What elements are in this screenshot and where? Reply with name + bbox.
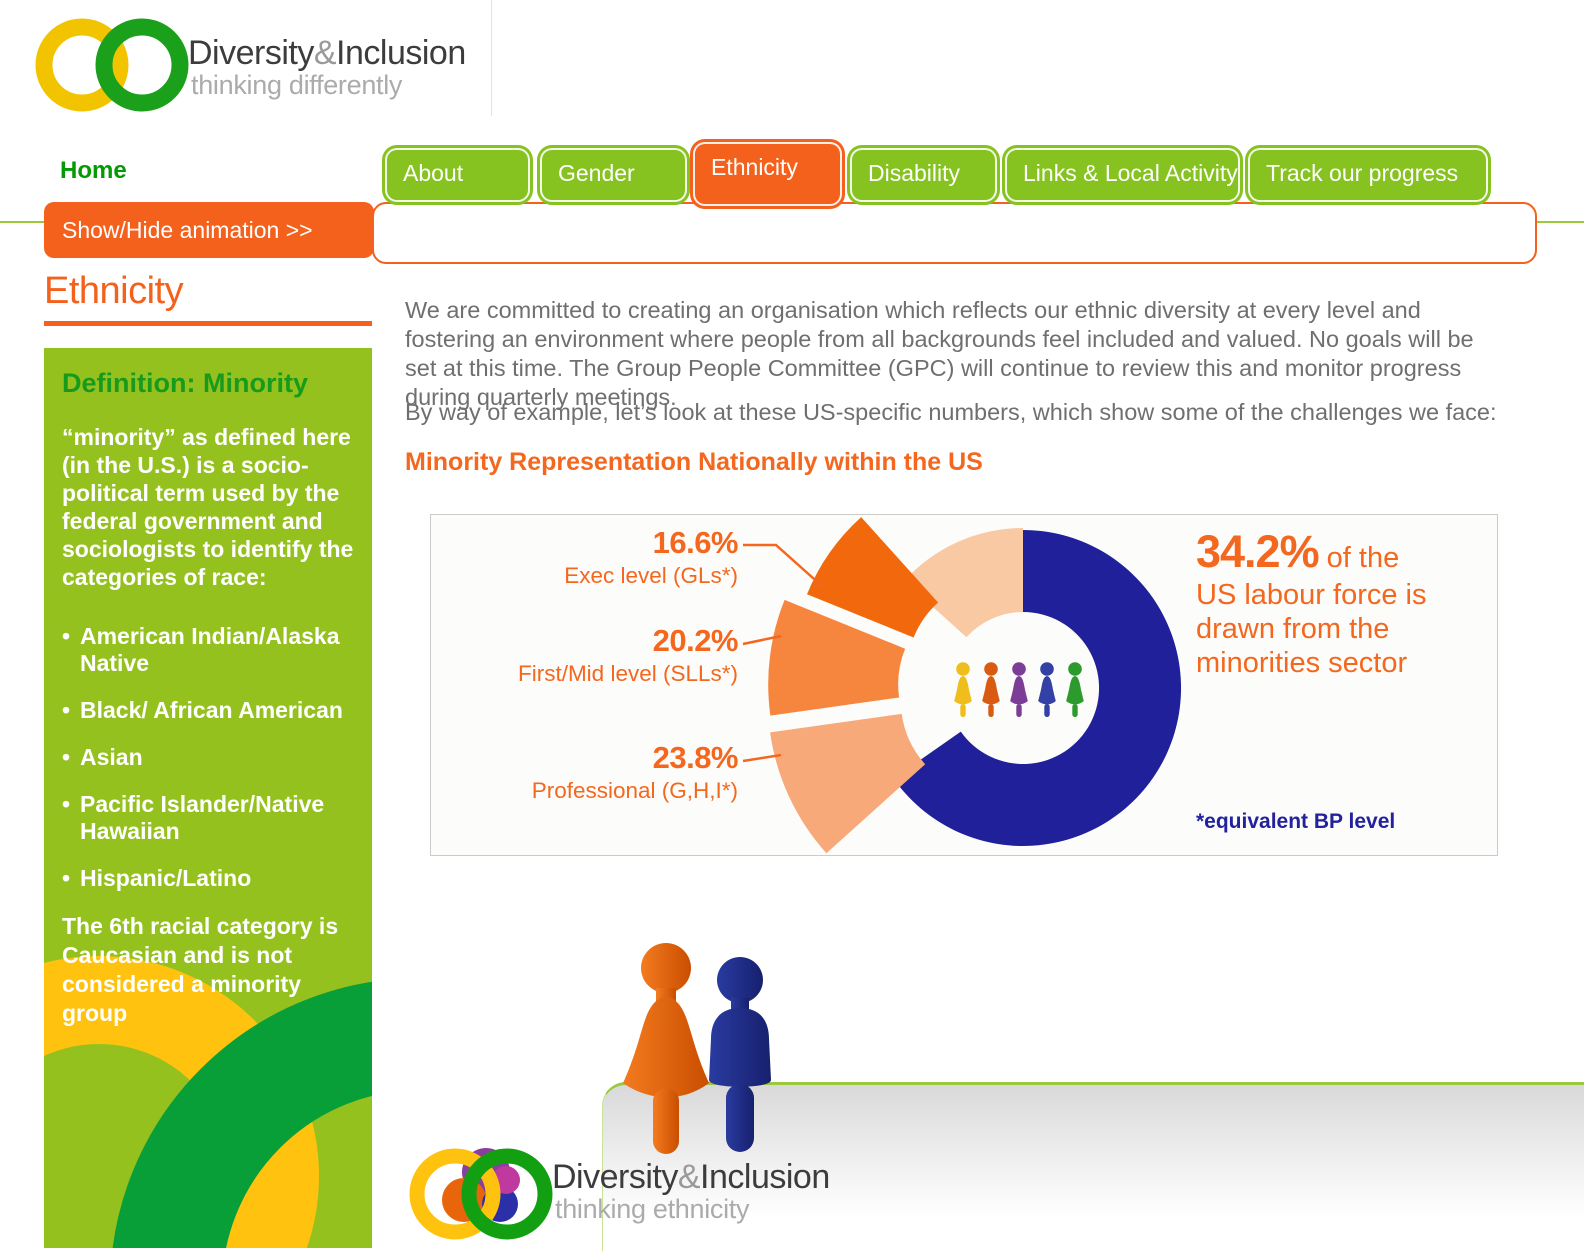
orange-person-figure: [623, 943, 709, 1154]
tab-ethnicity[interactable]: Ethnicity: [693, 142, 842, 206]
segment-minorities: [904, 528, 1023, 638]
page-title-underline: [44, 321, 372, 326]
person-icon-green: [1066, 662, 1084, 717]
logo-green-ring: [95, 18, 189, 112]
bullet-icon: •: [62, 697, 71, 723]
list-item: • Black/ African American: [62, 697, 343, 723]
definition-text: “minority” as defined here (in the U.S.)…: [62, 424, 354, 590]
example-paragraph: By way of example, let’s look at these U…: [405, 399, 1497, 425]
segment-exec-level: [807, 517, 939, 638]
footer-figures: [623, 943, 771, 1154]
list-item: • Asian: [62, 744, 143, 770]
person-icon-blue: [1038, 662, 1056, 717]
minority-representation-chart: [430, 514, 1498, 856]
footer-brand-wordmark: Diversity&Inclusion: [552, 1158, 830, 1196]
logo-yellow-ring: [35, 18, 129, 112]
bullet-icon: •: [62, 623, 71, 649]
page-title: Ethnicity: [44, 270, 184, 312]
bullet-icon: •: [62, 865, 71, 891]
nav-green-line-left: [0, 221, 44, 223]
header-divider: [491, 0, 492, 116]
donut-chart: [742, 517, 1182, 854]
bullet-icon: •: [62, 744, 71, 770]
chart-annotation: 34.2% of the US labour force is drawn fr…: [1196, 526, 1427, 679]
footer-brand-logo: [409, 1148, 553, 1240]
bullet-icon: •: [62, 791, 71, 817]
callout-professional: 23.8% Professional (G,H,I*): [531, 740, 739, 803]
logo-yellow-ring: [409, 1148, 501, 1240]
brand-wordmark: Diversity&Inclusion: [188, 34, 466, 72]
chart-footnote: *equivalent BP level: [1196, 810, 1396, 833]
brand-logo: [35, 18, 189, 112]
person-icon-orange: [982, 662, 1000, 717]
chart-heading: Minority Representation Nationally withi…: [405, 448, 983, 476]
tab-gender[interactable]: Gender: [540, 148, 687, 202]
callout-line-first-mid: [742, 634, 782, 646]
nav-home-link[interactable]: Home: [60, 157, 127, 184]
tab-links-local-activity[interactable]: Links & Local Activity: [1005, 148, 1240, 202]
nav-green-line-right: [1537, 221, 1584, 223]
segment-remainder: [893, 530, 1182, 846]
person-icon-yellow: [954, 662, 972, 717]
brand-tagline: thinking differently: [191, 70, 403, 100]
callout-line-professional: [742, 753, 782, 763]
sidebar-footnote: The 6th racial category is Caucasian and…: [62, 913, 339, 1026]
footer-brand-tagline: thinking ethnicity: [555, 1194, 750, 1224]
person-icon-purple: [1010, 662, 1028, 717]
logo-green-ring: [461, 1148, 553, 1240]
tab-about[interactable]: About: [385, 148, 530, 202]
callout-line-exec: [743, 543, 824, 588]
definition-title: Definition: Minority: [62, 368, 308, 398]
segment-first-mid-level: [768, 599, 906, 716]
show-hide-animation-button[interactable]: Show/Hide animation >>: [44, 202, 374, 258]
footer-panel: [602, 1082, 1584, 1251]
intro-paragraph: We are committed to creating an organisa…: [405, 297, 1474, 410]
list-item: • American Indian/Alaska Native: [62, 623, 340, 676]
blue-person-figure: [709, 957, 771, 1152]
tab-track-our-progress[interactable]: Track our progress: [1248, 148, 1488, 202]
tab-disability[interactable]: Disability: [850, 148, 997, 202]
list-item: • Pacific Islander/Native Hawaiian: [62, 791, 325, 844]
segment-professional: [770, 713, 926, 854]
callout-first-mid-level: 20.2% First/Mid level (SLLs*): [517, 623, 739, 686]
callout-exec-level: 16.6% Exec level (GLs*): [564, 525, 738, 588]
list-item: • Hispanic/Latino: [62, 865, 252, 891]
definition-panel: Definition: Minority “minority” as defin…: [44, 348, 372, 1248]
breadcrumb-box: [372, 202, 1537, 264]
